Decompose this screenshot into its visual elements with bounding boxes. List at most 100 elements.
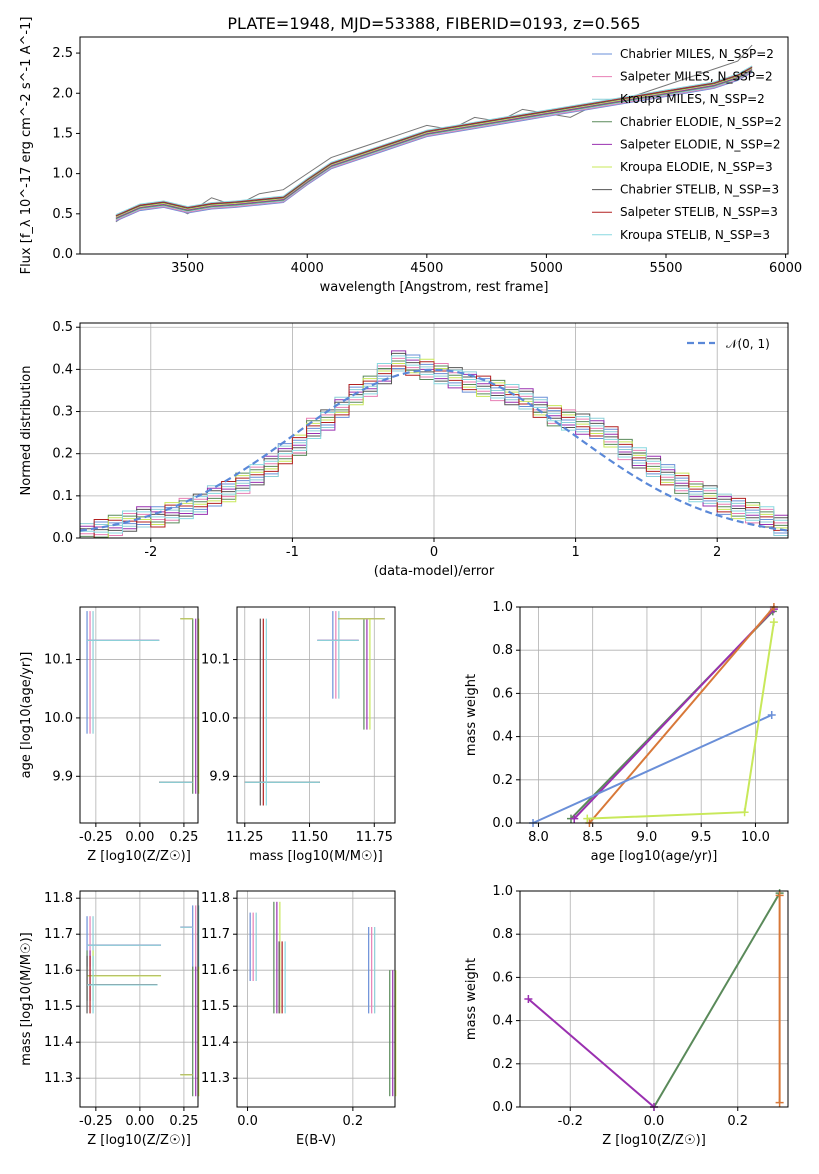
y-tick-label: 11.4 [44,1035,73,1050]
x-tick-label: 0.0 [237,1114,258,1129]
x-tick-label: 1 [571,545,579,560]
legend-label: Salpeter ELODIE, N_SSP=2 [620,137,781,151]
x-tick-label: 4000 [291,261,324,276]
y-axis-label: mass weight [464,674,479,756]
x-axis-label: Z [log10(Z/Z☉)] [602,1133,706,1148]
axes-frame [79,606,199,824]
y-axis-label: mass weight [464,958,479,1040]
y-tick-label: 0.4 [492,1014,513,1029]
x-axis-label: Z [log10(Z/Z☉)] [87,1133,191,1148]
y-axis-label: mass [log10(M/M☉)] [19,932,34,1065]
spectrum-model-line [115,67,753,217]
series-line [527,998,655,1108]
panel-mass_vs_Z: -0.25 0.00 0.25 11.3 11.4 11.5 11.6 11.7 11.8 Z [… [19,890,200,1148]
data-point-marker [767,711,776,719]
data-point-marker [740,808,749,817]
y-tick-label: 2.0 [52,86,73,101]
y-tick-label: 11.6 [201,963,230,978]
histogram-step [80,355,788,534]
series-line [532,714,773,824]
axes-frame [79,890,199,1108]
y-tick-label: 9.9 [52,769,73,784]
y-tick-label: 11.4 [201,1035,230,1050]
series-line [588,606,775,824]
x-tick-label: 8.0 [528,830,549,845]
y-tick-label: 0.2 [52,447,73,462]
legend-label: Salpeter STELIB, N_SSP=3 [620,205,778,219]
data-point-marker [775,891,784,900]
data-point-marker [775,1098,784,1107]
axes-frame [519,890,789,1108]
y-tick-label: 11.3 [44,1071,73,1086]
axes-frame [79,36,789,255]
x-tick-label: 9.0 [637,830,658,845]
y-tick-label: 0.5 [52,207,73,222]
y-tick-label: 0.0 [492,816,513,831]
legend-label: Chabrier ELODIE, N_SSP=2 [620,115,782,129]
y-axis-label: Flux [f_λ 10^-17 erg cm^-2 s^-1 A^-1] [19,17,34,275]
x-tick-label: 0.00 [125,830,154,845]
x-axis-label: Z [log10(Z/Z☉)] [87,849,191,864]
legend-label: Kroupa ELODIE, N_SSP=3 [620,160,773,174]
panel-residual_histogram: -2 -1 0 1 2 0.0 0.1 0.2 0.3 0.4 0.5 (data-model)/er… [19,320,789,579]
spectrum-model-line [115,65,753,216]
y-tick-label: 0.2 [492,773,513,788]
x-tick-label: -1 [286,545,299,560]
x-tick-label: 2 [713,545,721,560]
y-tick-label: 0.6 [492,970,513,985]
x-tick-label: 3500 [171,261,204,276]
histogram-step [80,361,788,539]
y-tick-label: 11.8 [201,891,230,906]
x-tick-label: -0.25 [79,1114,113,1129]
x-tick-label: 11.75 [356,830,393,845]
x-tick-label: 0.00 [125,1114,154,1129]
panel-massweight_vs_age: 8.0 8.5 9.0 9.5 10.0 0.0 0.2 0.4 0.6 0.8 1.0 age [l… [464,600,789,864]
panel-spectrum: 3500 4000 4500 5000 5500 6000 0.0 0.5 1.0 1.5 2.0 2… [19,17,802,295]
y-tick-label: 0.1 [52,489,73,504]
y-tick-label: 0.8 [492,643,513,658]
y-tick-label: 0.4 [492,730,513,745]
legend-label: Chabrier MILES, N_SSP=2 [620,47,774,61]
y-axis-label: Normed distribution [19,366,34,496]
normal-curve [79,368,789,532]
x-tick-label: 0.2 [727,1114,748,1129]
x-tick-label: 11.25 [226,830,263,845]
y-tick-label: 11.3 [201,1071,230,1086]
y-tick-label: 0.5 [52,320,73,335]
panel-age_vs_Z: -0.25 0.00 0.25 9.9 10.0 10.1 Z [log10(Z/Z☉)] a… [19,606,200,864]
y-tick-label: 0.3 [52,405,73,420]
series-line [587,621,775,820]
x-tick-label: 4500 [410,261,443,276]
data-point-marker [769,618,778,627]
y-tick-label: 10.1 [201,653,230,668]
x-tick-label: 5500 [649,261,682,276]
series-line [653,892,781,1108]
legend-label: 𝒩(0, 1) [726,337,770,351]
y-tick-label: 11.7 [201,927,230,942]
x-tick-label: 9.5 [691,830,712,845]
y-tick-label: 0.0 [492,1100,513,1115]
x-axis-label: age [log10(age/yr)] [591,849,718,864]
x-tick-label: 0.0 [644,1114,665,1129]
data-point-marker [524,995,533,1003]
x-tick-label: -0.25 [79,830,113,845]
data-point-marker [583,814,592,823]
y-tick-label: 10.0 [44,711,73,726]
x-tick-label: 0.25 [169,830,198,845]
spectrum-model-line [115,67,753,218]
panel-mass_vs_EBV: 0.0 0.2 11.3 11.4 11.5 11.6 11.7 11.8 E(B-V) [201,890,397,1148]
series-line [573,608,775,820]
y-tick-label: 11.5 [44,999,73,1014]
panel-massweight_vs_Z: -0.2 0.0 0.2 0.0 0.2 0.4 0.6 0.8 1.0 Z [log10(Z/Z… [464,884,789,1148]
x-tick-label: 5000 [530,261,563,276]
x-tick-label: 11.50 [291,830,328,845]
y-tick-label: 1.0 [492,600,513,615]
legend-label: Kroupa MILES, N_SSP=2 [620,92,765,106]
axes-frame [236,890,396,1108]
x-tick-label: 6000 [769,261,802,276]
x-tick-label: -0.2 [558,1114,583,1129]
data-point-marker [570,814,579,823]
y-tick-label: 1.0 [52,167,73,182]
y-tick-label: 0.0 [52,247,73,262]
y-tick-label: 11.7 [44,927,73,942]
